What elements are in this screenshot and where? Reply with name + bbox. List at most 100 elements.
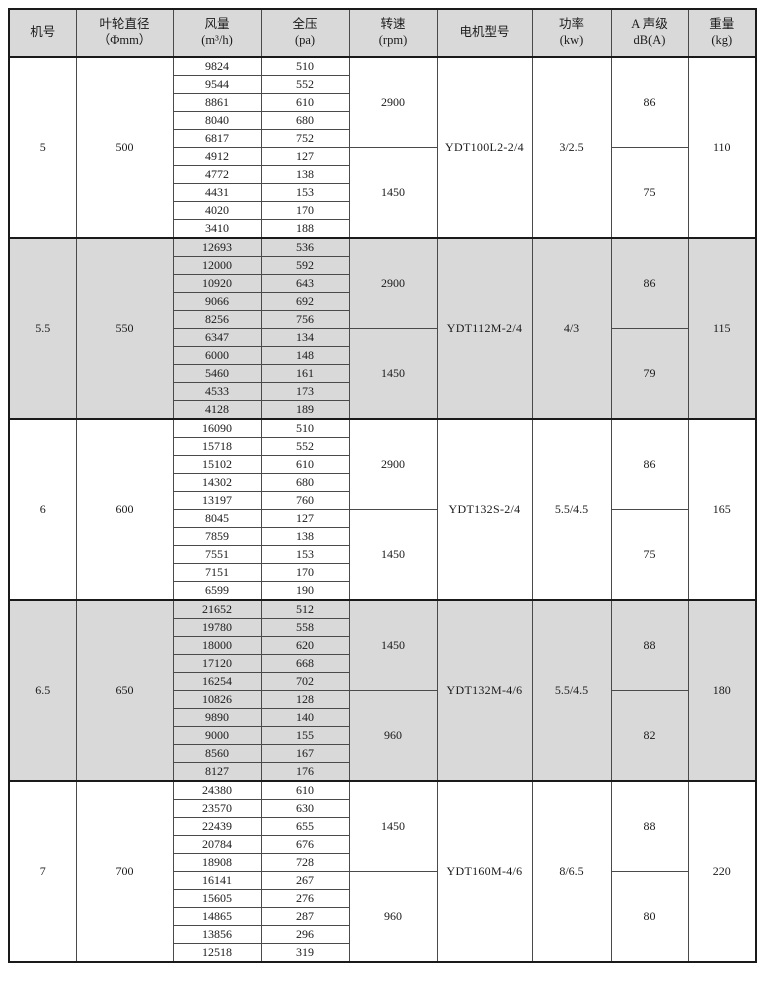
cell-weight: 180 (687, 599, 757, 782)
cell-noise: 75 (610, 147, 689, 239)
cell-airflow: 20784 (172, 835, 262, 854)
cell-airflow: 6599 (172, 581, 262, 601)
cell-pressure: 728 (260, 853, 350, 872)
cell-airflow: 10920 (172, 274, 262, 293)
cell-pressure: 558 (260, 618, 350, 637)
cell-airflow: 5460 (172, 364, 262, 383)
cell-airflow: 4020 (172, 201, 262, 220)
cell-noise: 86 (610, 237, 689, 329)
cell-noise: 79 (610, 328, 689, 420)
cell-airflow: 12518 (172, 943, 262, 963)
cell-motor-model: YDT132M-4/6 (436, 599, 533, 782)
cell-pressure: 189 (260, 400, 350, 420)
cell-pressure: 552 (260, 75, 350, 94)
cell-airflow: 10826 (172, 690, 262, 709)
cell-airflow: 13856 (172, 925, 262, 944)
table-row: 8040 680 (9, 111, 756, 130)
table-row: 14302 680 (9, 473, 756, 492)
column-header: 电机型号 (436, 8, 533, 58)
cell-noise: 75 (610, 509, 689, 601)
table-row: 5.5 550 12693 536 2900 YDT112M-2/4 4/3 86 115 (8, 237, 757, 420)
cell-motor-model: YDT132S-2/4 (436, 418, 533, 601)
cell-pressure: 668 (260, 654, 350, 673)
column-header-line2: (rpm) (378, 33, 408, 47)
cell-pressure: 620 (260, 636, 350, 655)
column-header-line1: 机号 (30, 25, 56, 40)
cell-model-no: 7 (8, 780, 77, 963)
table-row: 22439 655 (9, 817, 756, 836)
cell-airflow: 15102 (172, 455, 262, 474)
cell-airflow: 16254 (172, 672, 262, 691)
cell-rpm: 1450 (348, 147, 438, 239)
cell-power: 5.5/4.5 (531, 418, 612, 601)
cell-rpm: 960 (348, 690, 438, 782)
header-row: 机号 叶轮直径 （Φmm） 风量 (m³/h) 全压 (pa) 转速 (rpm) 电机型号 功率 (k… (8, 8, 757, 58)
table-row: 4128 189 (9, 400, 756, 420)
cell-pressure: 692 (260, 292, 350, 311)
cell-pressure: 610 (260, 780, 350, 800)
cell-pressure: 552 (260, 437, 350, 456)
cell-airflow: 12693 (172, 237, 262, 257)
cell-pressure: 127 (260, 147, 350, 166)
table-row: 8560 167 (9, 744, 756, 763)
cell-pressure: 138 (260, 527, 350, 546)
cell-pressure: 296 (260, 925, 350, 944)
cell-rpm: 1450 (348, 780, 438, 872)
table-row: 4533 173 (9, 382, 756, 401)
cell-motor-model: YDT160M-4/6 (436, 780, 533, 963)
column-header-line2: (pa) (294, 33, 316, 47)
table-row: 9890 140 (9, 708, 756, 727)
cell-rpm: 960 (348, 871, 438, 963)
cell-pressure: 752 (260, 129, 350, 148)
cell-power: 8/6.5 (531, 780, 612, 963)
table-row: 6 600 16090 510 2900 YDT132S-2/4 5.5/4.5 86 165 (8, 418, 757, 601)
column-header-line1: 风量 (204, 17, 230, 32)
table-row: 5460 161 (9, 364, 756, 383)
cell-rpm: 2900 (348, 237, 438, 329)
cell-pressure: 680 (260, 111, 350, 130)
cell-pressure: 702 (260, 672, 350, 691)
cell-airflow: 9000 (172, 726, 262, 745)
cell-model-no: 6.5 (8, 599, 77, 782)
cell-airflow: 15605 (172, 889, 262, 908)
column-header-line1: 全压 (292, 17, 318, 32)
cell-weight: 110 (687, 56, 757, 239)
cell-diameter: 650 (75, 599, 174, 782)
table-row: 7551 153 (9, 545, 756, 564)
cell-airflow: 23570 (172, 799, 262, 818)
table-row: 7 700 24380 610 1450 YDT160M-4/6 8/6.5 88 220 (8, 780, 757, 963)
table-row: 4431 153 (9, 183, 756, 202)
column-header-line1: 转速 (380, 17, 406, 32)
column-header-line1: 功率 (558, 17, 584, 32)
cell-model-no: 5.5 (8, 237, 77, 420)
column-header: 转速 (rpm) (348, 8, 438, 58)
cell-power: 3/2.5 (531, 56, 612, 239)
cell-rpm: 2900 (348, 418, 438, 510)
cell-airflow: 18000 (172, 636, 262, 655)
table-row: 16254 702 (9, 672, 756, 691)
cell-airflow: 14302 (172, 473, 262, 492)
table-row: 15718 552 (9, 437, 756, 456)
cell-pressure: 510 (260, 56, 350, 76)
cell-weight: 165 (687, 418, 757, 601)
table-row: 18908 728 (9, 853, 756, 872)
cell-diameter: 600 (75, 418, 174, 601)
cell-rpm: 2900 (348, 56, 438, 148)
cell-airflow: 19780 (172, 618, 262, 637)
cell-noise: 88 (610, 599, 689, 691)
cell-airflow: 21652 (172, 599, 262, 619)
table-row: 13856 296 (9, 925, 756, 944)
cell-diameter: 500 (75, 56, 174, 239)
cell-airflow: 4912 (172, 147, 262, 166)
table-row: 8045 127 1450 75 (9, 509, 756, 601)
cell-pressure: 128 (260, 690, 350, 709)
table-header: 机号 叶轮直径 （Φmm） 风量 (m³/h) 全压 (pa) 转速 (rpm) 电机型号 功率 (k… (8, 8, 757, 58)
cell-airflow: 7859 (172, 527, 262, 546)
cell-pressure: 267 (260, 871, 350, 890)
cell-pressure: 276 (260, 889, 350, 908)
table-row: 9066 692 (9, 292, 756, 311)
cell-model-no: 5 (8, 56, 77, 239)
cell-airflow: 9824 (172, 56, 262, 76)
cell-airflow: 8256 (172, 310, 262, 329)
table-row: 13197 760 (9, 491, 756, 510)
